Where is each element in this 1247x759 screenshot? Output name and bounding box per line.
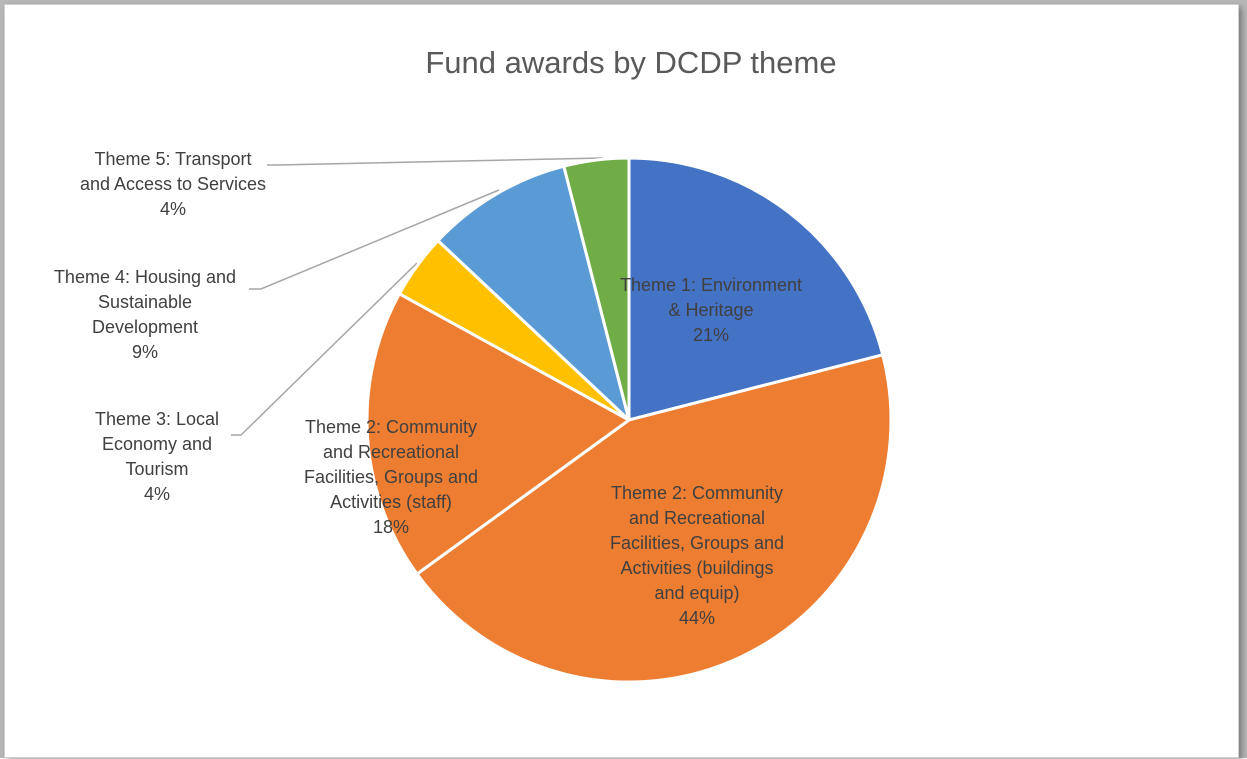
pie-slice-5 xyxy=(436,164,631,422)
pie-slices xyxy=(365,156,893,684)
data-label-line: Theme 4: Housing and xyxy=(54,267,236,287)
data-labels: Theme 1: Environment & Heritage 21% Theme 2… xyxy=(54,149,802,628)
data-label-5: Theme 4: Housing and Sustainable Developme… xyxy=(54,267,236,362)
data-label-6: Theme 5: Transport and Access to Services… xyxy=(80,149,266,219)
pie-slice-3 xyxy=(365,292,631,576)
pie-slice-6 xyxy=(562,156,631,422)
data-label-3: Theme 2: Community and Recreational Facili… xyxy=(304,417,478,537)
leader-lines xyxy=(231,157,604,436)
leader-line-5 xyxy=(249,189,500,290)
chart-title: Fund awards by DCDP theme xyxy=(425,45,836,80)
data-label-line: Tourism xyxy=(125,459,188,479)
data-label-line: Theme 3: Local xyxy=(95,409,219,429)
pie-chart: Fund awards by DCDP theme Theme 1: Envir… xyxy=(54,45,893,684)
data-label-percent: 4% xyxy=(144,484,170,504)
data-label-percent: 44% xyxy=(679,608,715,628)
data-label-2: Theme 2: Community and Recreational Facili… xyxy=(610,483,784,628)
data-label-percent: 4% xyxy=(160,199,186,219)
data-label-line: Development xyxy=(92,317,198,337)
pie-slice-1 xyxy=(627,156,885,422)
data-label-line: and Recreational xyxy=(323,442,459,462)
data-label-line: Activities (staff) xyxy=(330,492,452,512)
data-label-line: Theme 2: Community xyxy=(305,417,477,437)
data-label-percent: 21% xyxy=(693,325,729,345)
data-label-line: Activities (buildings xyxy=(620,558,773,578)
data-label-line: Sustainable xyxy=(98,292,192,312)
data-label-1: Theme 1: Environment & Heritage 21% xyxy=(620,275,802,345)
leader-line-6 xyxy=(267,157,604,166)
data-label-4: Theme 3: Local Economy and Tourism 4% xyxy=(95,409,219,504)
data-label-line: Theme 2: Community xyxy=(611,483,783,503)
data-label-line: & Heritage xyxy=(668,300,753,320)
data-label-line: Facilities, Groups and xyxy=(610,533,784,553)
data-label-line: and Recreational xyxy=(629,508,765,528)
data-label-line: Facilities, Groups and xyxy=(304,467,478,487)
data-label-line: and Access to Services xyxy=(80,174,266,194)
data-label-percent: 18% xyxy=(373,517,409,537)
data-label-line: Theme 5: Transport xyxy=(94,149,251,169)
data-label-line: Theme 1: Environment xyxy=(620,275,802,295)
pie-slice-2 xyxy=(415,353,893,684)
leader-line-4 xyxy=(231,262,418,436)
data-label-percent: 9% xyxy=(132,342,158,362)
chart-area: Fund awards by DCDP theme Theme 1: Envir… xyxy=(4,4,1239,758)
data-label-line: and equip) xyxy=(654,583,739,603)
data-label-line: Economy and xyxy=(102,434,212,454)
